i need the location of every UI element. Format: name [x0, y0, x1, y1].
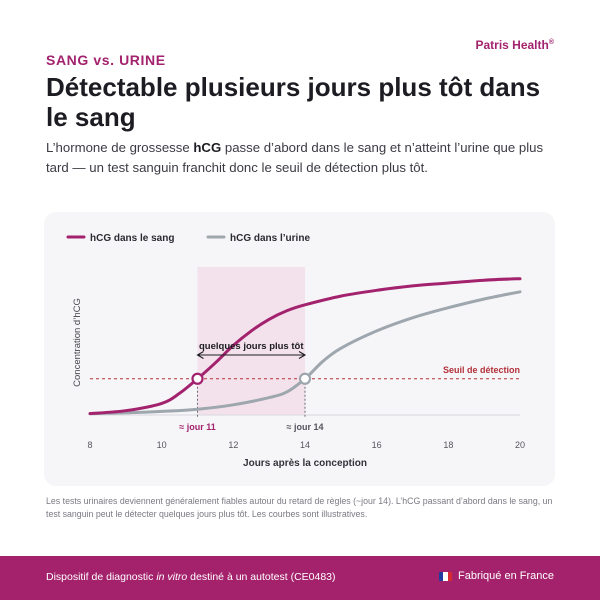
brand-logo: Patris Health®: [475, 38, 554, 52]
x-tick-labels: 8 10 12 14 16 18 20: [87, 440, 525, 450]
x-tick-16: 16: [372, 440, 382, 450]
chart-footnote: Les tests urinaires deviennent généralem…: [46, 496, 553, 519]
subtitle-intro: L’hormone de grossesse: [46, 140, 194, 155]
crossing-day-label-1: ≈ jour 11: [179, 422, 215, 432]
x-tick-18: 18: [443, 440, 453, 450]
ivd-notice-italic: in vitro: [156, 571, 188, 583]
hcg-chart: hCG dans le sang hCG dans l’urine Seuil d…: [66, 233, 525, 469]
crossing-marker-1: [191, 372, 204, 385]
ivd-notice-end: destiné à un autotest (CE0483): [187, 571, 336, 583]
subtitle-hcg: hCG: [193, 140, 222, 155]
bracket-arrow-right: [298, 351, 307, 359]
x-tick-20: 20: [515, 440, 525, 450]
chart-card: hCG dans le sang hCG dans l’urine Seuil d…: [44, 212, 555, 486]
x-tick-12: 12: [228, 440, 238, 450]
french-flag-icon: [439, 571, 452, 581]
page-subtitle: L’hormone de grossesse hCG passe d’abord…: [46, 138, 546, 178]
threshold-label: Seuil de détection: [443, 365, 520, 375]
subtitle-rest: passe d’abord dans le sang et n’atteint …: [46, 140, 544, 175]
crossing-marker-2: [298, 372, 312, 385]
bracket-label: quelques jours plus tôt: [199, 341, 304, 352]
ivd-notice-start: Dispositif de diagnostic: [46, 571, 157, 583]
series-line-1: [88, 277, 522, 416]
footer-bar: Dispositif de diagnostic in vitro destin…: [0, 556, 600, 600]
made-in-france: Fabriqué en France: [439, 570, 554, 582]
x-tick-8: 8: [87, 440, 92, 450]
x-tick-14: 14: [300, 440, 310, 450]
x-axis-label: Jours après la conception: [243, 458, 367, 469]
chart-legend: hCG dans le sang hCG dans l’urine: [66, 233, 310, 244]
y-axis-label: Concentration d’hCG: [72, 298, 83, 387]
made-in-france-label: Fabriqué en France: [458, 570, 554, 582]
bracket-arrow-left: [196, 351, 204, 359]
x-tick-10: 10: [157, 440, 167, 450]
brand-name: Patris Health: [475, 38, 549, 52]
brand-registered-mark: ®: [548, 39, 554, 46]
page-title: Détectable plusieurs jours plus tôt dans…: [46, 72, 541, 132]
early-detection-bracket: quelques jours plus tôt: [196, 341, 307, 359]
legend-label-1: hCG dans le sang: [90, 233, 174, 244]
crossing-markers: ≈ jour 11 ≈ jour 14: [179, 372, 324, 432]
legend-label-2: hCG dans l’urine: [230, 233, 310, 244]
ivd-notice: Dispositif de diagnostic in vitro destin…: [46, 571, 336, 583]
crossing-day-label-2: ≈ jour 14: [287, 422, 324, 432]
section-kicker: SANG vs. URINE: [46, 52, 166, 68]
